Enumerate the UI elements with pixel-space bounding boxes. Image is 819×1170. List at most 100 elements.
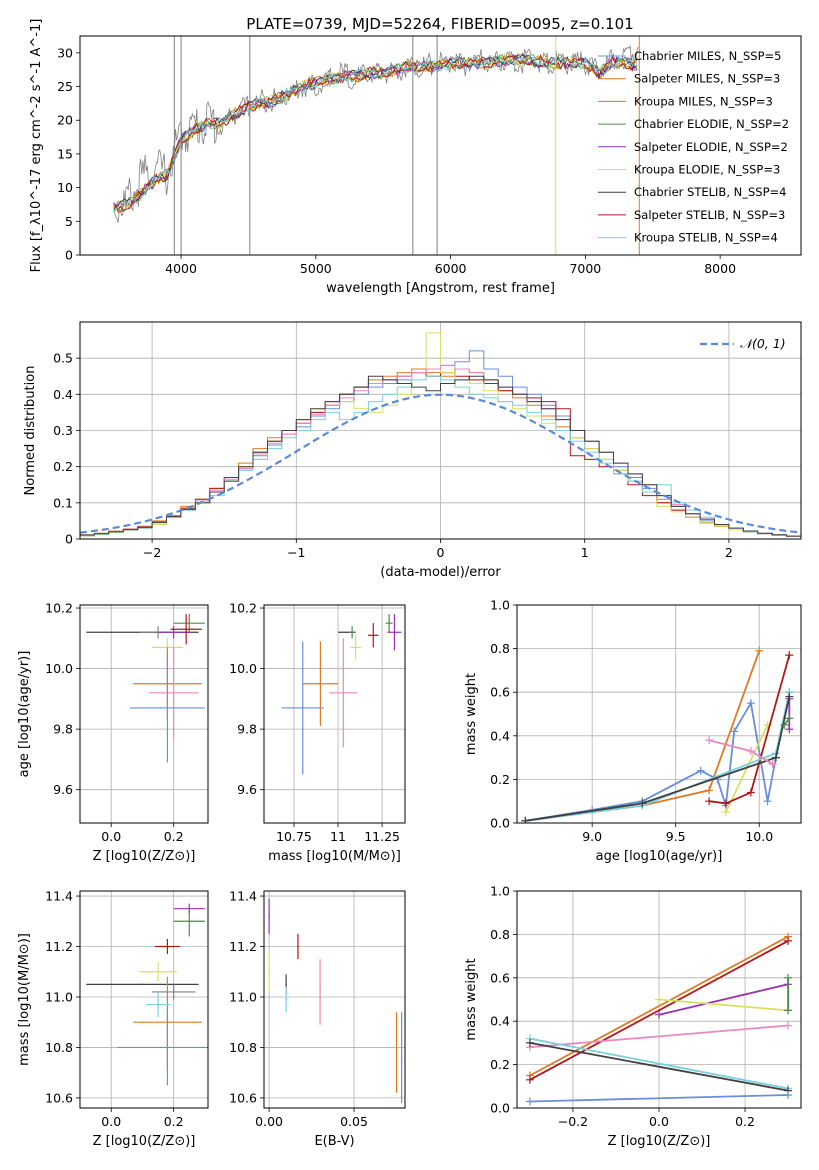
y-tick-label: 10.6 (45, 1090, 73, 1105)
legend-label: Kroupa STELIB, N_SSP=4 (634, 231, 778, 245)
x-tick-label: 0.0 (101, 1114, 121, 1129)
y-tick-label: 9.6 (53, 782, 73, 797)
weight-marker (784, 936, 793, 945)
legend-label: Kroupa ELODIE, N_SSP=3 (634, 163, 780, 177)
x-axis-label: mass [log10(M/M⊙)] (268, 849, 401, 864)
x-tick-label: 9.0 (582, 829, 602, 844)
data-point (393, 631, 396, 634)
weight-marker (780, 720, 789, 729)
y-tick-label: 11.0 (45, 989, 73, 1004)
weight-marker (746, 699, 755, 708)
x-tick-label: 0.2 (164, 1114, 184, 1129)
y-tick-label: 11.0 (229, 989, 257, 1004)
plot-area (80, 332, 801, 539)
y-tick-label: 0.6 (490, 685, 510, 700)
weight-marker (730, 727, 739, 736)
data-point (319, 991, 321, 993)
data-point (188, 920, 191, 923)
plot-area (525, 932, 793, 1106)
y-tick-label: 10.8 (45, 1040, 73, 1055)
y-tick-label: 9.8 (53, 722, 73, 737)
x-tick-label: 1 (581, 545, 589, 560)
weight-series-line (658, 983, 789, 1016)
y-tick-label: 0.2 (53, 459, 73, 474)
weight-marker (785, 725, 794, 734)
model-spectrum-line (113, 53, 638, 210)
chart-weight-vs-Z: −0.2 0.0 0.2 0.0 0.2 0.4 0.6 0.8 1.0 Z [log10(Z/Z… (464, 884, 802, 1149)
weight-series-line (708, 654, 791, 805)
weight-marker (784, 1006, 793, 1015)
plot-frame (263, 604, 406, 824)
y-tick-label: 11.4 (45, 889, 73, 904)
weight-marker (696, 766, 705, 775)
data-point (285, 983, 287, 986)
data-point (172, 631, 175, 634)
y-tick-label: 20 (57, 113, 73, 128)
observed-spectrum-line (113, 44, 639, 223)
legend-label: Kroupa MILES, N_SSP=3 (634, 94, 773, 108)
data-point (351, 631, 353, 634)
chart-age-vs-Z: 0.0 0.2 9.6 9.8 10.0 10.2 Z [log10(Z/Z⊙)] age [… (17, 601, 209, 864)
y-axis-label: Flux [f_λ10^-17 erg cm^-2 s^-1 A^-1] (29, 19, 44, 273)
x-axis-label: wavelength [Angstrom, rest frame] (326, 281, 555, 296)
x-tick-label: 0.00 (255, 1114, 283, 1129)
histogram-series (80, 375, 801, 539)
spectrum-legend: Chabrier MILES, N_SSP=5 Salpeter MILES, N… (598, 49, 789, 245)
y-tick-label: 5 (65, 214, 73, 229)
x-tick-label: 8000 (704, 261, 736, 276)
x-tick-label: 9.5 (666, 829, 686, 844)
y-tick-label: 10.0 (229, 661, 257, 676)
legend-label: Salpeter STELIB, N_SSP=3 (634, 208, 785, 222)
data-point (400, 1056, 403, 1059)
data-point (166, 1046, 169, 1049)
y-tick-label: 0.0 (490, 816, 510, 831)
y-axis-label: mass weight (464, 958, 479, 1040)
chart-mass-vs-ebv: 0.00 0.05 10.6 10.8 11.0 11.2 11.4 E(B-V) (229, 889, 406, 1149)
x-axis-label: (data-model)/error (380, 565, 501, 580)
x-tick-label: 11.25 (364, 829, 400, 844)
weight-marker (525, 1075, 534, 1084)
plot-area (113, 36, 640, 255)
weight-series-line (529, 940, 789, 1081)
data-point (188, 622, 191, 624)
data-point (301, 707, 304, 709)
weight-marker (705, 736, 714, 745)
y-tick-label: 9.6 (237, 782, 257, 797)
x-tick-label: −0.2 (558, 1114, 588, 1129)
x-tick-label: 11 (330, 829, 346, 844)
legend-label: Salpeter ELODIE, N_SSP=2 (634, 140, 788, 154)
weight-series-line (529, 1024, 789, 1049)
y-tick-label: 1.0 (490, 884, 510, 899)
data-point (166, 945, 169, 948)
x-axis-label: Z [log10(Z/Z⊙)] (608, 1134, 711, 1149)
chart-weight-vs-age: 9.0 9.5 10.0 0.0 0.2 0.4 0.6 0.8 1.0 age [log10(a… (464, 598, 802, 864)
legend-label: Chabrier STELIB, N_SSP=4 (634, 185, 786, 199)
x-tick-label: 5000 (300, 261, 332, 276)
x-tick-label: 10.0 (745, 829, 773, 844)
weight-marker (784, 1090, 793, 1099)
weight-marker (784, 973, 793, 982)
data-point (285, 998, 287, 1001)
x-tick-label: 0.2 (164, 829, 184, 844)
weight-marker (721, 808, 730, 817)
y-tick-label: 0.2 (490, 772, 510, 787)
x-tick-label: 7000 (569, 261, 601, 276)
x-axis-label: Z [log10(Z/Z⊙)] (93, 1134, 196, 1149)
data-point (319, 682, 322, 685)
weight-marker (721, 799, 730, 808)
weight-marker (705, 786, 714, 795)
weight-marker (655, 1010, 663, 1019)
y-axis-label: mass weight (464, 673, 479, 755)
x-tick-label: 0.0 (101, 829, 121, 844)
x-tick-label: 0 (437, 545, 445, 560)
y-axis-label: age [log10(age/yr)] (17, 651, 32, 778)
weight-marker (785, 651, 794, 660)
data-point (268, 970, 270, 973)
y-tick-label: 0.3 (53, 423, 73, 438)
y-tick-label: 11.4 (229, 889, 257, 904)
y-tick-label: 9.8 (237, 722, 257, 737)
x-tick-label: 10.75 (276, 829, 312, 844)
data-point (346, 631, 348, 634)
legend-label: Salpeter MILES, N_SSP=3 (634, 72, 780, 86)
